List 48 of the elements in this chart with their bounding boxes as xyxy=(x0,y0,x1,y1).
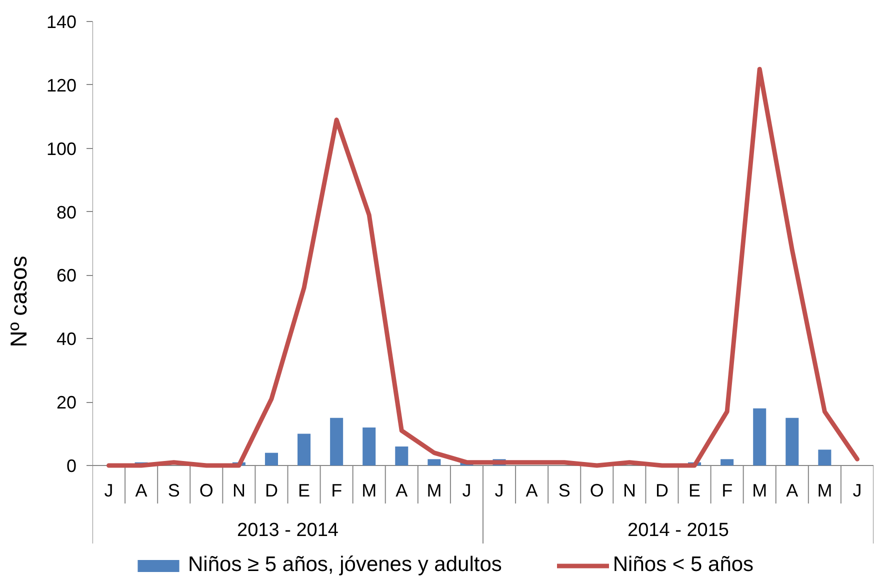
x-tick-label: A xyxy=(135,480,148,500)
x-tick-label: S xyxy=(168,480,180,500)
x-tick-label: M xyxy=(426,480,442,500)
y-tick-label: 20 xyxy=(56,392,77,413)
x-tick-label: S xyxy=(558,480,570,500)
y-axis-title: Nº casos xyxy=(5,256,32,348)
text: 2014 - 2015 xyxy=(628,520,729,541)
x-tick-label: J xyxy=(462,480,472,500)
bar xyxy=(428,459,441,466)
x-tick-label: E xyxy=(688,480,701,500)
legend-label: Niños ≥ 5 años, jóvenes y adultos xyxy=(188,553,502,577)
x-tick-label: A xyxy=(526,480,538,500)
x-tick-label: M xyxy=(362,480,377,500)
x-tick-label: F xyxy=(722,480,733,500)
bar xyxy=(264,452,278,466)
x-tick-label: A xyxy=(786,480,798,500)
bar xyxy=(362,427,376,466)
x-tick-label: M xyxy=(752,480,768,500)
bar xyxy=(753,408,766,466)
bar xyxy=(720,459,734,466)
legend-label: Niños < 5 años xyxy=(612,553,754,577)
x-tick-label: N xyxy=(622,480,636,500)
x-tick-label: D xyxy=(655,480,668,500)
x-tick-label: O xyxy=(590,480,604,500)
bar xyxy=(395,446,408,466)
x-tick-label: A xyxy=(396,480,408,500)
y-tick-label: 100 xyxy=(46,138,77,159)
bar xyxy=(298,434,311,466)
x-tick-label: E xyxy=(298,480,310,500)
bar xyxy=(818,450,832,466)
x-tick-label: J xyxy=(494,480,504,500)
y-tick-label: 140 xyxy=(46,12,77,32)
x-tick-label: J xyxy=(852,480,862,500)
x-tick-label: F xyxy=(331,480,342,500)
x-tick-label: D xyxy=(264,480,278,500)
bar xyxy=(786,418,799,466)
y-tick-label: 0 xyxy=(66,456,77,476)
y-tick-label: 80 xyxy=(56,202,77,222)
y-tick-label: 40 xyxy=(56,329,77,350)
bar xyxy=(330,418,344,466)
y-tick-label: 60 xyxy=(56,266,77,286)
x-tick-label: O xyxy=(199,480,214,500)
text: 2013 - 2014 xyxy=(237,520,339,541)
x-tick-label: M xyxy=(817,480,832,500)
x-tick-label: N xyxy=(232,480,246,500)
line-series xyxy=(106,66,860,468)
y-tick-label: 120 xyxy=(46,75,77,96)
x-tick-label: J xyxy=(104,480,114,500)
